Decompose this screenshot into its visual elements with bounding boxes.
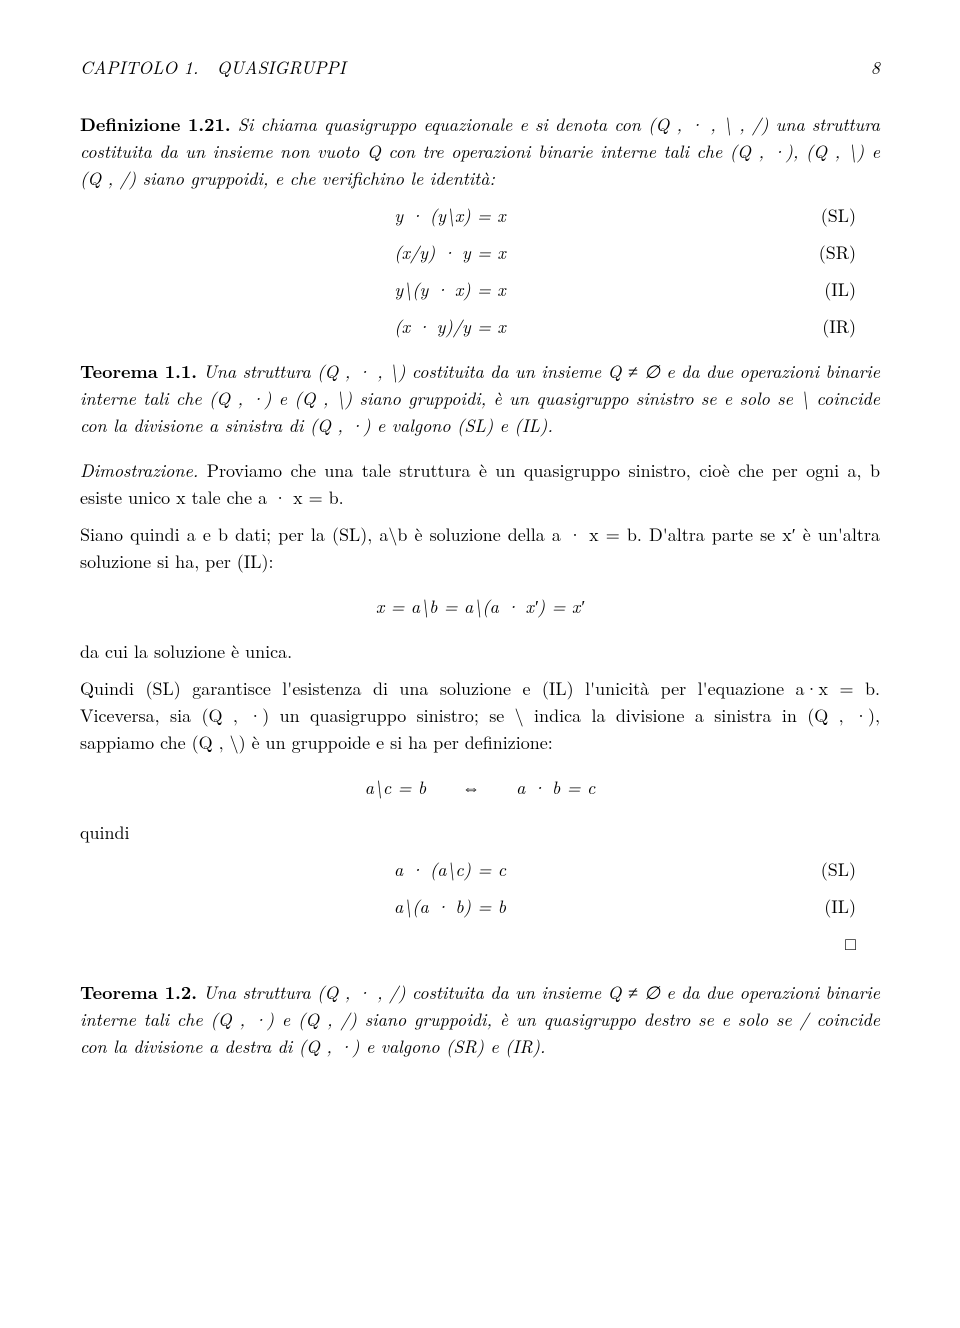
eq-tag: (SR) xyxy=(796,239,856,266)
identity-sr: (x/y) · y = x (SR) xyxy=(80,239,880,266)
eq-tag: (IL) xyxy=(796,276,856,303)
eq-expr: a\(a · b) = b xyxy=(104,893,796,920)
proof-p2: Siano quindi a e b dati; per la (SL), a\… xyxy=(80,521,880,575)
identity-sl: y · (y\x) = x (SL) xyxy=(80,202,880,229)
theorem-1-1: Teorema 1.1. Una struttura (Q , · , \) c… xyxy=(80,358,880,439)
definition-1-21: Definizione 1.21. Si chiama quasigruppo … xyxy=(80,111,880,192)
theorem-1-2: Teorema 1.2. Una struttura (Q , · , /) c… xyxy=(80,979,880,1060)
theorem-body: Una struttura (Q , · , \) costituita da … xyxy=(80,359,880,438)
result-il: a\(a · b) = b (IL) xyxy=(80,893,880,920)
proof-p1: Dimostrazione. Proviamo che una tale str… xyxy=(80,457,880,511)
identity-ir: (x · y)/y = x (IR) xyxy=(80,313,880,340)
proof-p3: da cui la soluzione è unica. xyxy=(80,638,880,665)
eq-expr: (x · y)/y = x xyxy=(104,313,796,340)
page-number: 8 xyxy=(871,54,880,81)
eq-tag: (IR) xyxy=(796,313,856,340)
proof-label: Dimostrazione. xyxy=(80,458,198,483)
theorem-label: Teorema 1.1. xyxy=(80,359,197,384)
eq-tag: (IL) xyxy=(796,893,856,920)
identity-il: y\(y · x) = x (IL) xyxy=(80,276,880,303)
proof-p1-text: Proviamo che una tale struttura è un qua… xyxy=(80,458,880,510)
proof-p5: quindi xyxy=(80,819,880,846)
theorem-body: Una struttura (Q , · , /) costituita da … xyxy=(80,980,880,1059)
page-header: CAPITOLO 1. QUASIGRUPPI 8 xyxy=(80,54,880,81)
proof-eq2: a\c = b ⇔ a · b = c xyxy=(80,774,880,801)
eq-expr: y\(y · x) = x xyxy=(104,276,796,303)
qed-symbol: □ xyxy=(80,930,856,957)
eq-tag: (SL) xyxy=(796,202,856,229)
eq-expr: (x/y) · y = x xyxy=(104,239,796,266)
proof-eq1: x = a\b = a\(a · x′) = x′ xyxy=(80,593,880,620)
header-left: CAPITOLO 1. QUASIGRUPPI xyxy=(80,54,346,81)
result-sl: a · (a\c) = c (SL) xyxy=(80,856,880,883)
proof-p4: Quindi (SL) garantisce l'esistenza di un… xyxy=(80,675,880,756)
eq-expr: a · (a\c) = c xyxy=(104,856,796,883)
eq-expr: y · (y\x) = x xyxy=(104,202,796,229)
eq-tag: (SL) xyxy=(796,856,856,883)
definition-label: Definizione 1.21. xyxy=(80,112,231,137)
theorem-label: Teorema 1.2. xyxy=(80,980,197,1005)
